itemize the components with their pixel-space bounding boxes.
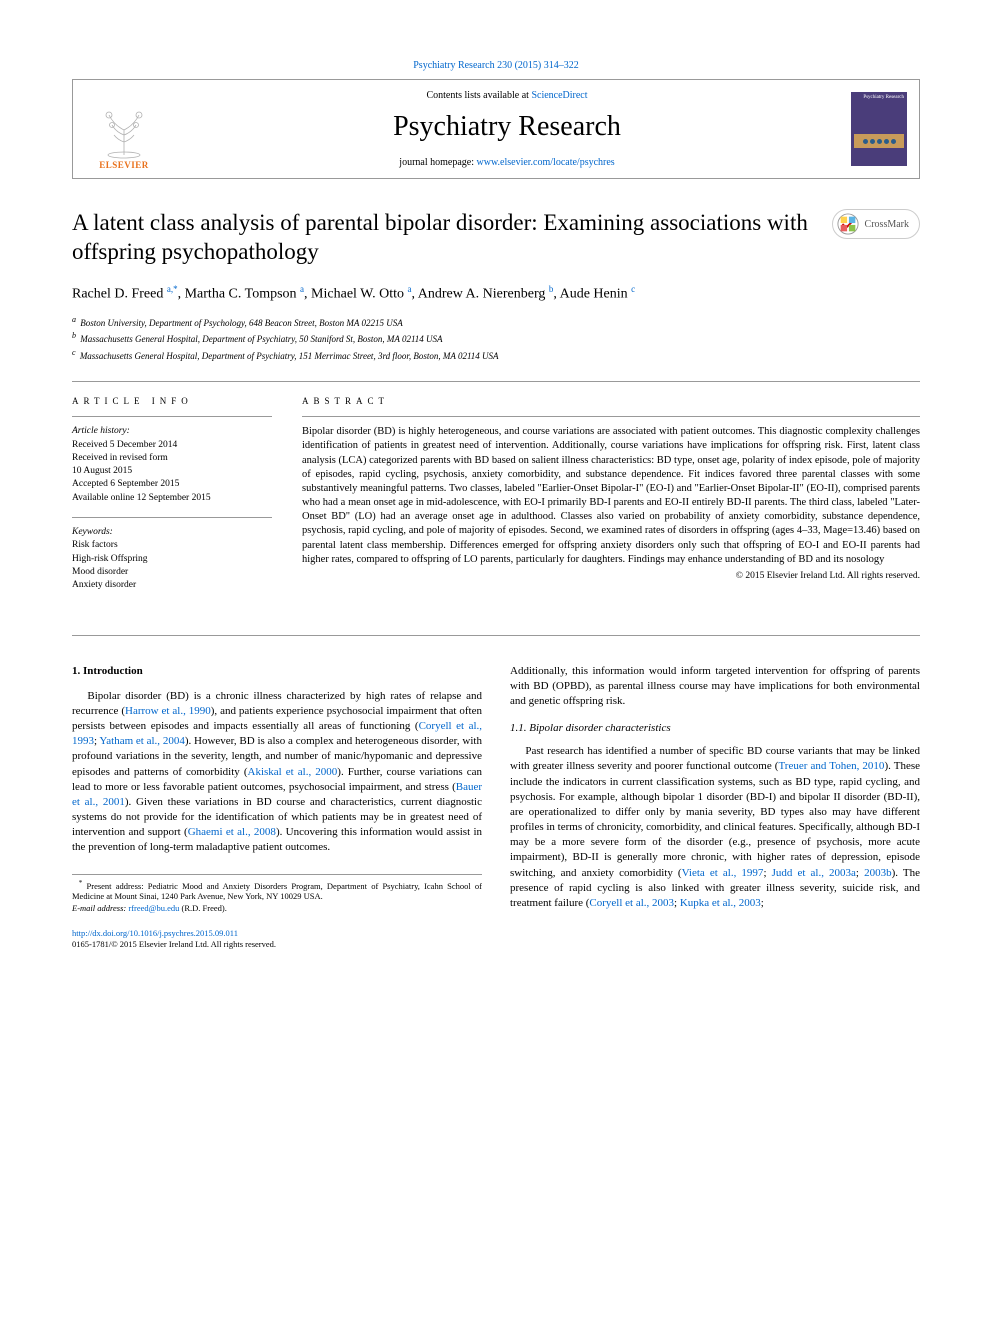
article-title: A latent class analysis of parental bipo… [72,209,920,267]
citation-link[interactable]: 2003b [864,867,892,879]
info-abstract-row: ARTICLE INFO Article history: Received 5… [72,396,920,604]
elsevier-tree-icon [94,100,154,160]
citation-link[interactable]: Kupka et al., 2003 [680,897,761,909]
history-label: Article history: [72,425,272,438]
bottom-block: http://dx.doi.org/10.1016/j.psychres.201… [72,928,482,951]
sciencedirect-link[interactable]: ScienceDirect [531,90,587,101]
abstract-column: ABSTRACT Bipolar disorder (BD) is highly… [302,396,920,604]
page: Psychiatry Research 230 (2015) 314–322 E… [0,0,992,991]
affiliation-line: a Boston University, Department of Psych… [72,314,920,331]
keyword-item: Mood disorder [72,566,272,579]
crossmark-badge[interactable]: CrossMark [832,209,920,239]
elsevier-label: ELSEVIER [99,160,149,170]
header-center: Contents lists available at ScienceDirec… [163,90,851,168]
left-column: 1. Introduction Bipolar disorder (BD) is… [72,664,482,951]
right-column: Additionally, this information would inf… [510,664,920,951]
divider [302,416,920,417]
abstract-heading: ABSTRACT [302,396,920,406]
title-block: CrossMark A latent class analysis of par… [72,209,920,267]
footnotes: * Present address: Pediatric Mood and An… [72,874,482,914]
journal-cover-thumbnail[interactable]: Psychiatry Research [851,92,907,166]
keyword-item: High-risk Offspring [72,553,272,566]
email-label: E-mail address: [72,903,128,913]
intro-paragraph-2: Additionally, this information would inf… [510,664,920,710]
divider [72,517,272,518]
keyword-item: Anxiety disorder [72,579,272,592]
history-line: Available online 12 September 2015 [72,492,272,505]
footnote-marker: * [79,879,83,887]
author-list: Rachel D. Freed a,*, Martha C. Tompson a… [72,283,920,304]
email-footnote: E-mail address: rfreed@bu.edu (R.D. Free… [72,903,482,914]
citation-link[interactable]: Ghaemi et al., 2008 [188,826,276,838]
email-link[interactable]: rfreed@bu.edu [128,903,179,913]
citation-link[interactable]: Yatham et al., 2004 [99,735,184,747]
cover-band [854,134,904,148]
divider [72,381,920,382]
elsevier-logo[interactable]: ELSEVIER [85,88,163,170]
intro-paragraph-1: Bipolar disorder (BD) is a chronic illne… [72,689,482,856]
history-line: 10 August 2015 [72,465,272,478]
abstract-body: Bipolar disorder (BD) is highly heteroge… [302,425,920,567]
citation-link[interactable]: Treuer and Tohen, 2010 [778,760,884,772]
history-line: Received 5 December 2014 [72,439,272,452]
journal-reference: Psychiatry Research 230 (2015) 314–322 [72,60,920,71]
journal-title: Psychiatry Research [163,111,851,143]
contents-line: Contents lists available at ScienceDirec… [163,90,851,101]
citation-link[interactable]: Vieta et al., 1997 [682,867,764,879]
affiliation-line: c Massachusetts General Hospital, Depart… [72,347,920,364]
doi-link[interactable]: http://dx.doi.org/10.1016/j.psychres.201… [72,928,238,938]
crossmark-label: CrossMark [865,219,909,230]
homepage-prefix: journal homepage: [399,157,476,168]
journal-header: ELSEVIER Contents lists available at Sci… [72,79,920,179]
cover-label: Psychiatry Research [854,95,904,100]
citation-link[interactable]: Harrow et al., 1990 [125,705,211,717]
affiliation-line: b Massachusetts General Hospital, Depart… [72,330,920,347]
copyright-line: © 2015 Elsevier Ireland Ltd. All rights … [302,571,920,581]
section-1-heading: 1. Introduction [72,664,482,679]
article-info-heading: ARTICLE INFO [72,396,272,406]
citation-link[interactable]: Judd et al., 2003a [772,867,856,879]
correspondence-footnote: * Present address: Pediatric Mood and An… [72,879,482,903]
divider [72,635,920,636]
keyword-item: Risk factors [72,539,272,552]
journal-ref-link[interactable]: Psychiatry Research 230 (2015) 314–322 [413,60,579,71]
homepage-line: journal homepage: www.elsevier.com/locat… [163,157,851,168]
issn-line: 0165-1781/© 2015 Elsevier Ireland Ltd. A… [72,939,482,951]
affiliations: a Boston University, Department of Psych… [72,314,920,364]
divider [72,416,272,417]
keywords-block: Keywords: Risk factorsHigh-risk Offsprin… [72,526,272,592]
contents-prefix: Contents lists available at [426,90,531,101]
crossmark-icon [837,213,859,235]
citation-link[interactable]: Akiskal et al., 2000 [248,766,338,778]
section-1-1-paragraph: Past research has identified a number of… [510,744,920,911]
history-line: Received in revised form [72,452,272,465]
keywords-label: Keywords: [72,526,272,539]
citation-link[interactable]: Coryell et al., 2003 [589,897,674,909]
article-info-column: ARTICLE INFO Article history: Received 5… [72,396,272,604]
homepage-link[interactable]: www.elsevier.com/locate/psychres [477,157,615,168]
history-line: Accepted 6 September 2015 [72,478,272,491]
body-columns: 1. Introduction Bipolar disorder (BD) is… [72,664,920,951]
article-history: Article history: Received 5 December 201… [72,425,272,505]
section-1-1-heading: 1.1. Bipolar disorder characteristics [510,721,920,736]
